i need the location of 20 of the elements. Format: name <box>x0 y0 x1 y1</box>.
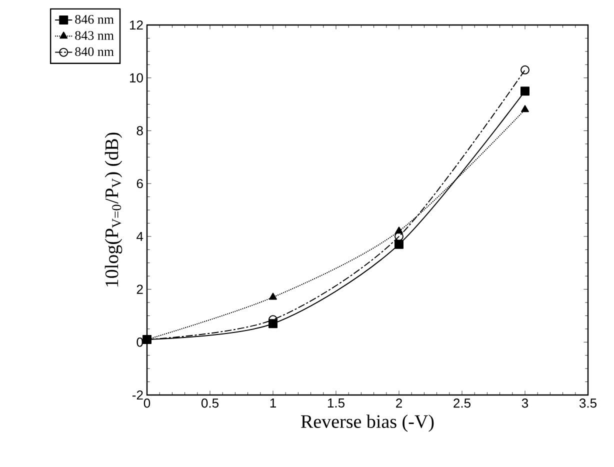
x-tick-label: 3 <box>522 398 528 408</box>
legend-label: 846 nm <box>75 14 114 24</box>
x-tick-label: 0.5 <box>201 398 218 408</box>
y-tick-label: 12 <box>130 20 143 30</box>
legend-label: 843 nm <box>75 31 114 40</box>
x-tick-label: 2.5 <box>454 398 470 408</box>
y-tick-label: 2 <box>136 284 143 294</box>
x-tick-label: 0 <box>144 398 150 408</box>
y-tick-label: 8 <box>136 126 143 136</box>
y-tick-label: -2 <box>132 390 143 400</box>
x-tick-label: 3.5 <box>579 398 596 408</box>
x-axis-title: Reverse bias (-V) <box>301 414 434 432</box>
legend-label: 840 nm <box>75 47 114 56</box>
x-tick-label: 1.5 <box>328 398 344 408</box>
x-tick-label: 1 <box>270 398 276 408</box>
y-tick-label: 4 <box>136 232 144 241</box>
x-tick-label: 2 <box>396 398 402 408</box>
y-tick-label: 6 <box>136 178 143 188</box>
y-tick-label: 10 <box>130 73 143 82</box>
y-axis-title: 10log(P$_{V=0}$/P$_{V}$) (dB) <box>104 132 122 286</box>
